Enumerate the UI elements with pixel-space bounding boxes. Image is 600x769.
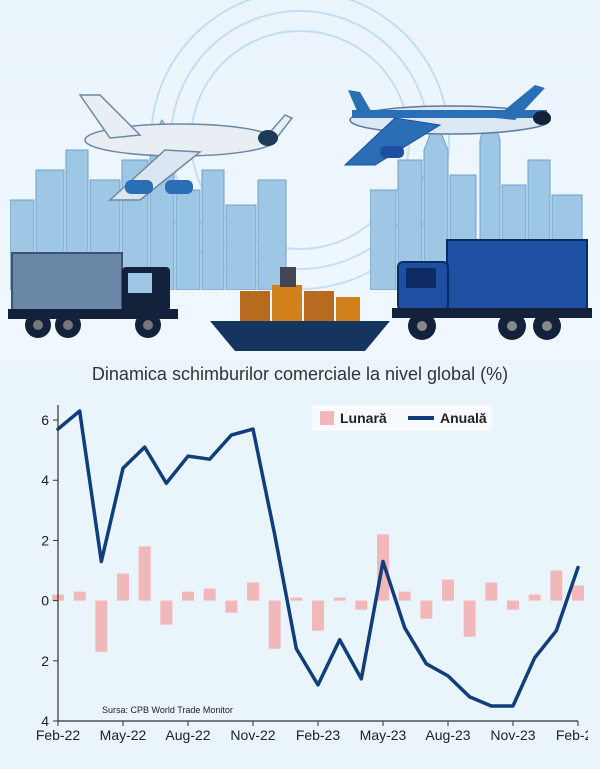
truck-right xyxy=(392,236,592,346)
x-tick-label: Nov-22 xyxy=(230,727,275,743)
bar xyxy=(507,601,519,610)
legend-label-monthly: Lunară xyxy=(340,410,387,426)
x-tick-label: Nov-23 xyxy=(490,727,535,743)
bar xyxy=(529,595,541,601)
legend-swatch-bar xyxy=(320,411,334,425)
bar xyxy=(160,601,172,625)
bar xyxy=(182,592,194,601)
bar xyxy=(95,601,107,652)
y-tick-label: 6 xyxy=(41,412,49,428)
bar xyxy=(464,601,476,637)
y-tick-label: 0 xyxy=(41,593,49,609)
trade-dynamics-chart: 420246Feb-22May-22Aug-22Nov-22Feb-23May-… xyxy=(12,391,588,751)
bar xyxy=(355,601,367,610)
bar xyxy=(485,583,497,601)
bar xyxy=(269,601,281,649)
x-tick-label: Feb-22 xyxy=(36,727,81,743)
bar xyxy=(290,598,302,601)
x-tick-label: Aug-23 xyxy=(425,727,470,743)
bar xyxy=(442,580,454,601)
annual-line xyxy=(58,411,578,706)
bar xyxy=(550,571,562,601)
x-tick-label: Feb-24 xyxy=(556,727,588,743)
truck-left xyxy=(8,247,188,342)
bar xyxy=(247,583,259,601)
y-tick-label: 2 xyxy=(41,532,49,548)
airplane-right xyxy=(340,70,560,180)
cargo-ship xyxy=(200,261,400,356)
y-tick-label: 2 xyxy=(41,653,49,669)
bar xyxy=(74,592,86,601)
x-tick-label: Aug-22 xyxy=(165,727,210,743)
x-tick-label: Feb-23 xyxy=(296,727,341,743)
x-tick-label: May-23 xyxy=(360,727,407,743)
hero-illustration xyxy=(0,0,600,360)
bar xyxy=(204,589,216,601)
chart-source: Sursa: CPB World Trade Monitor xyxy=(102,705,233,715)
bar xyxy=(572,586,584,601)
bar xyxy=(225,601,237,613)
bar xyxy=(334,598,346,601)
airplane-left xyxy=(70,80,300,210)
legend-label-annual: Anuală xyxy=(440,410,487,426)
chart-container: 420246Feb-22May-22Aug-22Nov-22Feb-23May-… xyxy=(0,391,600,759)
chart-title: Dinamica schimburilor comerciale la nive… xyxy=(0,360,600,391)
bar xyxy=(420,601,432,619)
bar xyxy=(312,601,324,631)
bar xyxy=(399,592,411,601)
x-tick-label: May-22 xyxy=(100,727,147,743)
bar xyxy=(139,546,151,600)
y-tick-label: 4 xyxy=(41,472,49,488)
bar xyxy=(117,574,129,601)
